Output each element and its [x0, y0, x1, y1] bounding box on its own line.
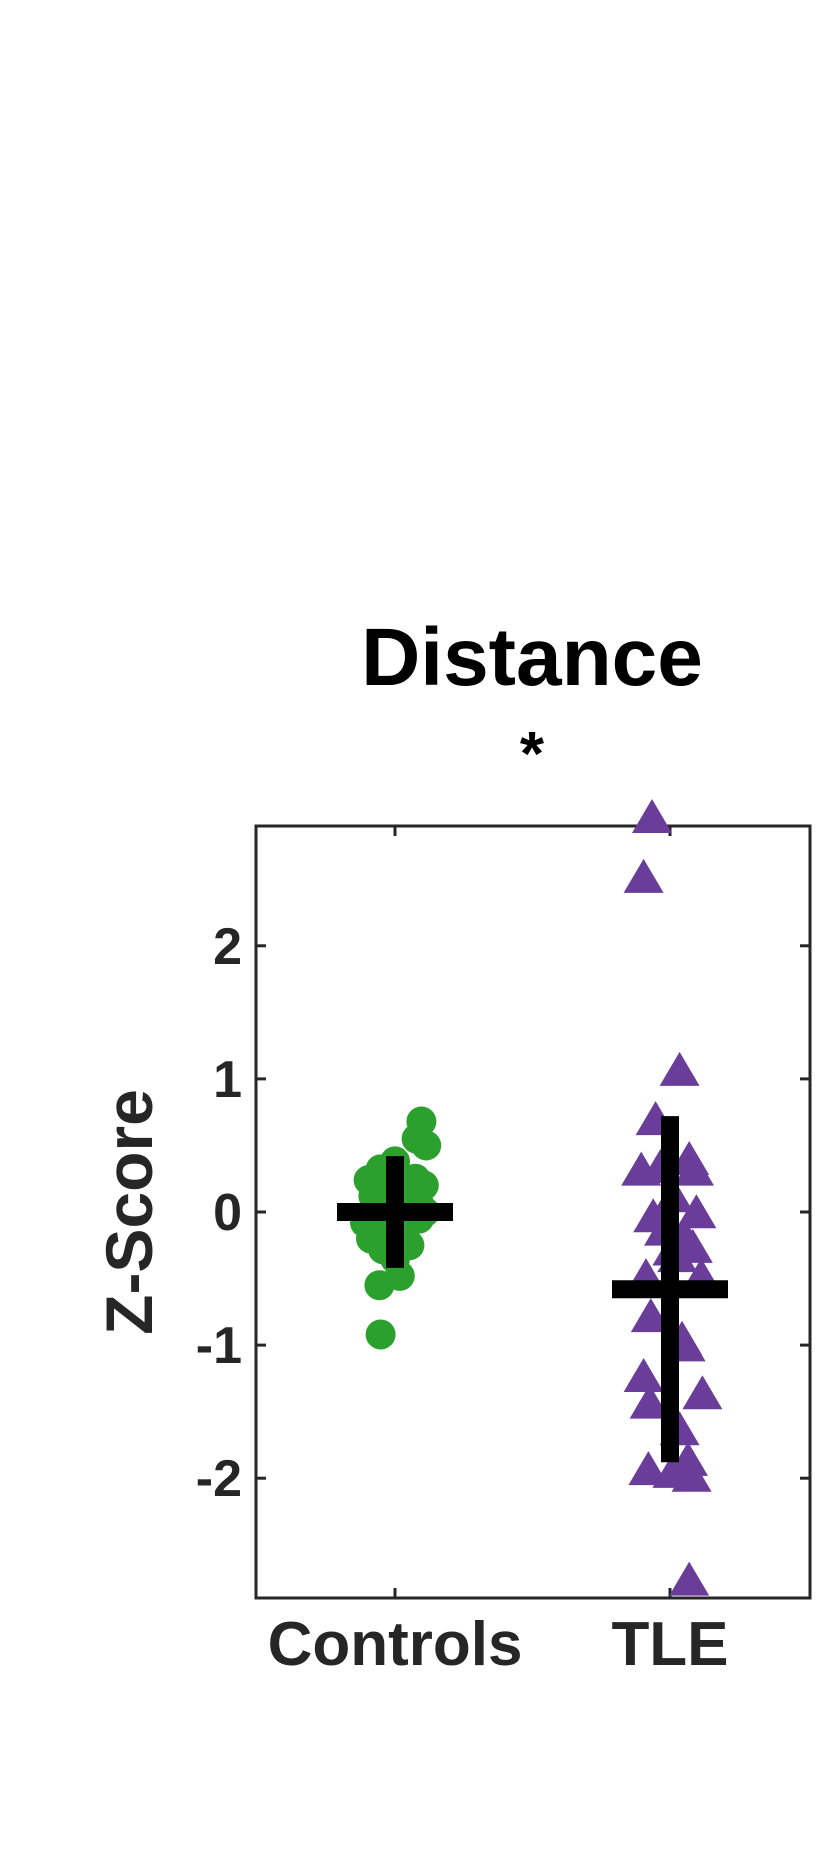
control-data-point [365, 1319, 396, 1350]
y-tick-label: 2 [213, 918, 242, 976]
control-data-point [364, 1270, 395, 1301]
tle-data-point [623, 1357, 664, 1392]
tle-data-point [669, 1561, 710, 1596]
y-tick-label: 1 [213, 1051, 242, 1109]
x-category-label: Controls [268, 1610, 523, 1679]
tle-data-point [676, 1194, 717, 1229]
chart-title: Distance [361, 612, 703, 703]
y-tick-label: 0 [213, 1184, 242, 1242]
tle-data-point [682, 1375, 723, 1410]
x-axis: Controls TLE [268, 826, 729, 1679]
y-tick-label: -1 [196, 1317, 242, 1375]
control-data-point [411, 1130, 442, 1161]
tle-data-point [623, 858, 664, 893]
y-axis: -2 -1 0 1 2 [196, 918, 810, 1508]
mean-sd-markers [337, 1116, 728, 1463]
tle-data-point [628, 1451, 669, 1486]
tle-data-point [629, 1384, 670, 1419]
significance-marker: * [520, 720, 545, 789]
tle-data-point [659, 1051, 700, 1086]
x-category-label: TLE [611, 1610, 728, 1679]
control-data-point [406, 1106, 437, 1137]
tle-data-point [632, 798, 672, 833]
tle-data-point [674, 1151, 714, 1186]
y-axis-label: Z-Score [92, 1089, 166, 1335]
tle-data-point [671, 1457, 712, 1492]
y-tick-label: -2 [196, 1450, 242, 1508]
control-data-point [408, 1170, 439, 1201]
tle-data-point [630, 1298, 671, 1333]
